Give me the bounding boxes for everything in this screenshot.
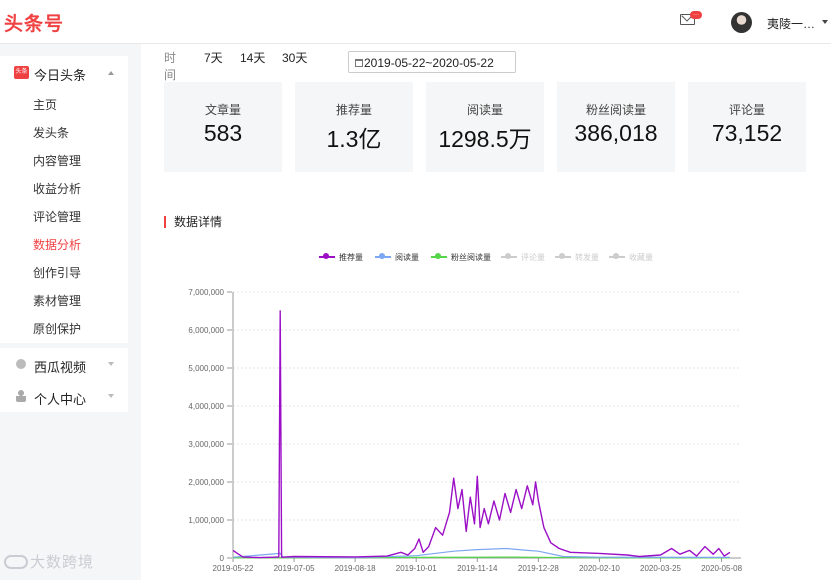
line-chart: 7,000,000 6,000,000 5,000,000 4,000,000 3,00… bbox=[188, 288, 742, 573]
stat-value: 583 bbox=[203, 120, 243, 146]
sidebar-item-guide[interactable]: 创作引导 bbox=[0, 257, 128, 285]
sidebar-item-publish[interactable]: 发头条 bbox=[0, 117, 128, 145]
stat-value: 1.3亿 bbox=[326, 126, 382, 152]
stat-card-reads: 阅读量 1298.5万 bbox=[426, 82, 544, 172]
watermark-text: 大数跨境 bbox=[30, 554, 95, 571]
range-label: 时间 bbox=[164, 51, 177, 82]
stat-card-articles: 文章量 583 bbox=[164, 82, 282, 172]
legend-label: 推荐量 bbox=[339, 253, 363, 262]
y-tick-label: 4,000,000 bbox=[188, 402, 224, 411]
username[interactable]: 夷陵一… bbox=[767, 17, 816, 31]
legend-label: 收藏量 bbox=[629, 253, 653, 262]
sidebar-item-label: 收益分析 bbox=[33, 182, 82, 196]
chevron-down-icon bbox=[108, 394, 114, 398]
toutiao-logo[interactable]: 头条号 bbox=[4, 13, 65, 35]
y-tick-label: 1,000,000 bbox=[188, 516, 224, 525]
sidebar-head-personal[interactable]: 个人中心 bbox=[0, 380, 128, 412]
watermark: 大数跨境 bbox=[4, 551, 94, 572]
chevron-down-icon bbox=[108, 362, 114, 366]
sidebar-head-xigua[interactable]: 西瓜视频 bbox=[0, 348, 128, 380]
sidebar-head-label: 个人中心 bbox=[34, 392, 87, 407]
mail-badge: ··· bbox=[690, 11, 702, 19]
stat-label: 粉丝阅读量 bbox=[585, 103, 646, 117]
stat-label: 推荐量 bbox=[335, 103, 372, 117]
date-range-picker[interactable]: 2019-05-22~2020-05-22 bbox=[348, 51, 516, 73]
sidebar-item-label: 创作引导 bbox=[33, 266, 82, 280]
stat-value: 1298.5万 bbox=[438, 126, 532, 152]
x-tick-label: 2020-03-25 bbox=[640, 564, 681, 573]
sidebar-item-label: 主页 bbox=[33, 98, 58, 112]
x-tick-label: 2019-07-05 bbox=[274, 564, 315, 573]
date-range-text: 2019-05-22~2020-05-22 bbox=[364, 56, 494, 70]
y-tick-label: 6,000,000 bbox=[188, 326, 224, 335]
sidebar-item-originality[interactable]: 原创保护 bbox=[0, 313, 128, 341]
main-content: 时间 7天 14天 30天 2019-05-22~2020-05-22 文章量 … bbox=[141, 44, 831, 580]
stat-card-recommend: 推荐量 1.3亿 bbox=[295, 82, 413, 172]
legend-swatch bbox=[609, 253, 625, 259]
legend-swatch bbox=[555, 253, 571, 259]
legend-label: 转发量 bbox=[575, 253, 599, 262]
y-tick-label: 2,000,000 bbox=[188, 478, 224, 487]
chevron-down-icon[interactable] bbox=[822, 20, 828, 24]
y-tick-label: 3,000,000 bbox=[188, 440, 224, 449]
x-tick-label: 2020-05-08 bbox=[701, 564, 742, 573]
range-14d[interactable]: 14天 bbox=[240, 51, 266, 65]
sidebar-head-label: 今日头条 bbox=[34, 68, 87, 83]
legend-swatch bbox=[431, 253, 447, 259]
x-tick-label: 2019-11-14 bbox=[457, 564, 498, 573]
sidebar-item-revenue[interactable]: 收益分析 bbox=[0, 173, 128, 201]
sidebar-item-analytics[interactable]: 数据分析 bbox=[0, 229, 128, 257]
avatar[interactable] bbox=[731, 12, 752, 33]
legend-swatch bbox=[501, 253, 517, 259]
video-icon bbox=[16, 359, 26, 369]
stat-label: 阅读量 bbox=[466, 103, 503, 117]
stat-label: 文章量 bbox=[204, 103, 241, 117]
legend-label: 阅读量 bbox=[395, 253, 419, 262]
sidebar-item-label: 评论管理 bbox=[33, 210, 82, 224]
sidebar-item-label: 发头条 bbox=[33, 126, 70, 140]
watermark-logo-icon bbox=[4, 555, 28, 569]
sidebar-item-label: 内容管理 bbox=[33, 154, 82, 168]
sidebar-item-comments[interactable]: 评论管理 bbox=[0, 201, 128, 229]
stat-label: 评论量 bbox=[728, 103, 765, 117]
sidebar-item-materials[interactable]: 素材管理 bbox=[0, 285, 128, 313]
sidebar-item-home[interactable]: 主页 bbox=[0, 89, 128, 117]
sidebar-head-label: 西瓜视频 bbox=[34, 360, 87, 375]
user-icon bbox=[16, 390, 26, 402]
toutiao-icon: 头条 bbox=[14, 66, 29, 79]
legend-label: 评论量 bbox=[521, 253, 545, 262]
sidebar-group-others: 西瓜视频 个人中心 bbox=[0, 348, 128, 412]
y-tick-label: 0 bbox=[220, 554, 225, 563]
section-title: 数据详情 bbox=[164, 216, 222, 228]
sidebar-group-toutiao: 头条 今日头条 主页 发头条 内容管理 收益分析 评论管理 数据分析 创作引导 … bbox=[0, 56, 128, 343]
mail-icon[interactable] bbox=[680, 14, 695, 25]
x-tick-label: 2019-10-01 bbox=[396, 564, 437, 573]
calendar-icon bbox=[355, 59, 363, 67]
range-30d[interactable]: 30天 bbox=[282, 51, 308, 65]
legend-swatch bbox=[375, 253, 391, 259]
x-tick-label: 2019-12-28 bbox=[518, 564, 559, 573]
sidebar-item-label: 原创保护 bbox=[33, 322, 82, 336]
sidebar-item-label: 数据分析 bbox=[33, 238, 82, 252]
legend-label: 粉丝阅读量 bbox=[451, 253, 491, 262]
sidebar-item-label: 素材管理 bbox=[33, 294, 82, 308]
chevron-up-icon bbox=[108, 71, 114, 75]
sidebar-item-content[interactable]: 内容管理 bbox=[0, 145, 128, 173]
y-tick-label: 5,000,000 bbox=[188, 364, 224, 373]
series-line-0 bbox=[232, 310, 731, 559]
x-tick-label: 2020-02-10 bbox=[579, 564, 620, 573]
x-tick-label: 2019-08-18 bbox=[335, 564, 376, 573]
stat-card-comments: 评论量 73,152 bbox=[688, 82, 806, 172]
legend-swatch bbox=[319, 253, 335, 259]
stat-value: 73,152 bbox=[711, 120, 783, 146]
range-7d[interactable]: 7天 bbox=[204, 51, 223, 65]
top-header: 头条号 ··· 夷陵一… bbox=[0, 0, 831, 44]
stat-card-fan-reads: 粉丝阅读量 386,018 bbox=[557, 82, 675, 172]
x-tick-label: 2019-05-22 bbox=[213, 564, 254, 573]
stat-value: 386,018 bbox=[574, 120, 658, 146]
sidebar: 头条 今日头条 主页 发头条 内容管理 收益分析 评论管理 数据分析 创作引导 … bbox=[0, 56, 128, 412]
y-tick-label: 7,000,000 bbox=[188, 288, 224, 297]
sidebar-head-toutiao[interactable]: 头条 今日头条 bbox=[0, 56, 128, 89]
